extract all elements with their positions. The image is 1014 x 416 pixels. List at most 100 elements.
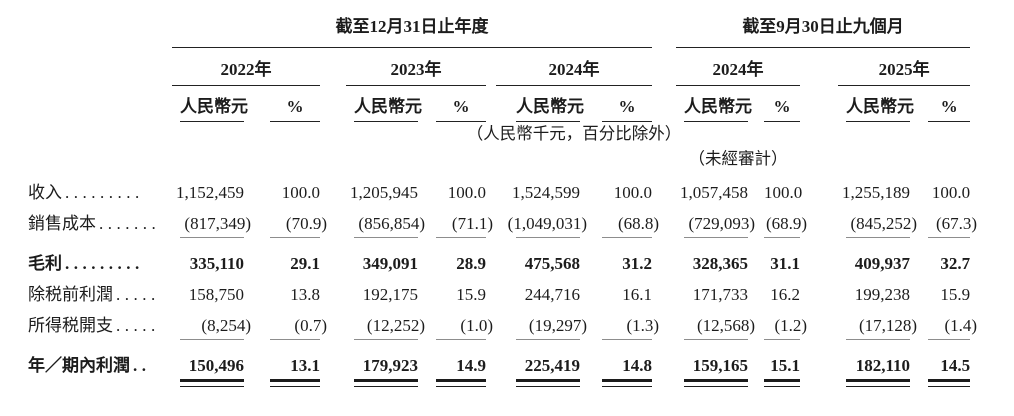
row-label: 收入 — [28, 183, 62, 202]
single-rule-row — [28, 234, 971, 241]
amount-cell: 1,205,945 — [350, 183, 418, 202]
table-row-gross-profit: 毛利......... 335,110 29.1 349,091 28.9 47… — [28, 241, 970, 274]
percent-cell: (67.3) — [936, 214, 978, 233]
amount-cell: 1,152,459 — [176, 183, 244, 202]
percent-cell: (1.0) — [460, 316, 493, 335]
double-rule — [764, 379, 801, 387]
divider — [764, 339, 801, 340]
divider — [846, 237, 911, 238]
double-rule — [354, 379, 418, 387]
percent-cell: (1.4) — [944, 316, 978, 335]
amount-cell: 1,057,458 — [680, 183, 749, 202]
percent-cell: (68.8) — [617, 214, 660, 233]
table-row-revenue: 收入......... 1,152,459 100.0 1,205,945 10… — [28, 172, 970, 203]
percent-cell: 100.0 — [447, 183, 486, 202]
divider — [928, 237, 971, 238]
divider — [846, 339, 911, 340]
percent-cell: (0.7) — [294, 316, 327, 335]
dot-leader: .. — [133, 356, 151, 375]
amount-cell: (12,568) — [696, 316, 756, 335]
amount-cell: (1,049,031) — [507, 214, 587, 233]
amount-header: 人民幣元 — [346, 86, 422, 122]
row-label: 所得税開支 — [28, 316, 113, 335]
unaudited-note: （未經審計） — [688, 149, 788, 168]
row-label: 銷售成本 — [28, 214, 96, 233]
divider — [684, 237, 749, 238]
amount-cell: 244,716 — [524, 285, 580, 304]
year-header-2023: 2023年 — [346, 47, 486, 86]
divider — [516, 339, 580, 340]
amount-cell: 192,175 — [362, 285, 418, 304]
divider — [516, 237, 580, 238]
amount-cell: 409,937 — [854, 254, 911, 273]
year-header-2024: 2024年 — [496, 47, 653, 86]
amount-cell: 182,110 — [855, 356, 911, 375]
amount-cell: (8,254) — [201, 316, 251, 335]
amount-cell: 328,365 — [692, 254, 749, 273]
table-row-cost-of-sales: 銷售成本....... (817,349) (70.9) (856,854) (… — [28, 203, 978, 234]
amount-cell: 199,238 — [854, 285, 911, 304]
amount-cell: 158,750 — [188, 285, 244, 304]
dot-leader: ......... — [65, 254, 144, 273]
divider — [436, 237, 486, 238]
percent-cell: 15.1 — [770, 356, 801, 375]
percent-header: % — [600, 86, 653, 122]
percent-cell: 15.9 — [940, 285, 971, 304]
year-header-row: 2022年 2023年 2024年 2024年 2025年 — [28, 47, 971, 86]
percent-cell: 14.8 — [622, 356, 653, 375]
divider — [270, 237, 320, 238]
percent-cell: (68.9) — [765, 214, 808, 233]
percent-cell: (1.2) — [774, 316, 808, 335]
amount-cell: (856,854) — [358, 214, 425, 233]
double-rule — [684, 379, 749, 387]
percent-header: % — [928, 86, 971, 122]
percent-header: % — [764, 86, 801, 122]
percent-cell: (70.9) — [285, 214, 327, 233]
double-rule — [602, 379, 653, 387]
dot-leader: ....... — [99, 214, 161, 233]
amount-header: 人民幣元 — [838, 86, 914, 122]
financial-summary-table: 截至12月31日止年度 截至9月30日止九個月 2022年 2023年 2024… — [28, 12, 978, 392]
divider — [180, 339, 244, 340]
percent-cell: 13.8 — [290, 285, 320, 304]
divider — [436, 339, 486, 340]
amount-cell: 225,419 — [524, 356, 580, 375]
amount-cell: (817,349) — [184, 214, 251, 233]
percent-cell: 32.7 — [940, 254, 971, 273]
table-row-income-tax-expense: 所得税開支..... (8,254) (0.7) (12,252) (1.0) … — [28, 305, 978, 336]
double-rule — [846, 379, 911, 387]
amount-cell: 349,091 — [362, 254, 418, 273]
column-header-row: 人民幣元 % 人民幣元 % 人民幣元 % 人民幣元 % 人民幣元 % — [28, 86, 971, 122]
amount-cell: 150,496 — [188, 356, 244, 375]
percent-cell: 16.2 — [770, 285, 801, 304]
divider — [180, 237, 244, 238]
amount-cell: (12,252) — [366, 316, 425, 335]
amount-header: 人民幣元 — [172, 86, 248, 122]
divider — [602, 237, 653, 238]
amount-cell: 475,568 — [524, 254, 580, 273]
amount-header: 人民幣元 — [496, 86, 584, 122]
percent-cell: 14.9 — [456, 356, 486, 375]
double-rule — [180, 379, 244, 387]
amount-cell: (17,128) — [858, 316, 918, 335]
percent-cell: 100.0 — [613, 183, 653, 202]
divider — [684, 339, 749, 340]
percent-cell: 16.1 — [622, 285, 653, 304]
dot-leader: ......... — [65, 183, 144, 202]
divider — [602, 339, 653, 340]
units-note-row: （人民幣千元，百分比除外） — [28, 122, 970, 147]
percent-cell: 100.0 — [764, 183, 803, 202]
percent-cell: 31.1 — [770, 254, 801, 273]
percent-cell: 15.9 — [456, 285, 486, 304]
single-rule-row — [28, 336, 971, 343]
divider — [270, 339, 320, 340]
double-rule-row — [28, 376, 971, 392]
row-label: 毛利 — [28, 254, 62, 273]
percent-cell: (71.1) — [451, 214, 493, 233]
year-header-2024-interim: 2024年 — [676, 47, 801, 86]
amount-cell: 171,733 — [692, 285, 749, 304]
year-header-2025: 2025年 — [838, 47, 971, 86]
table-row-profit-before-tax: 除税前利潤..... 158,750 13.8 192,175 15.9 244… — [28, 274, 970, 305]
amount-cell: (729,093) — [688, 214, 756, 233]
double-rule — [516, 379, 580, 387]
